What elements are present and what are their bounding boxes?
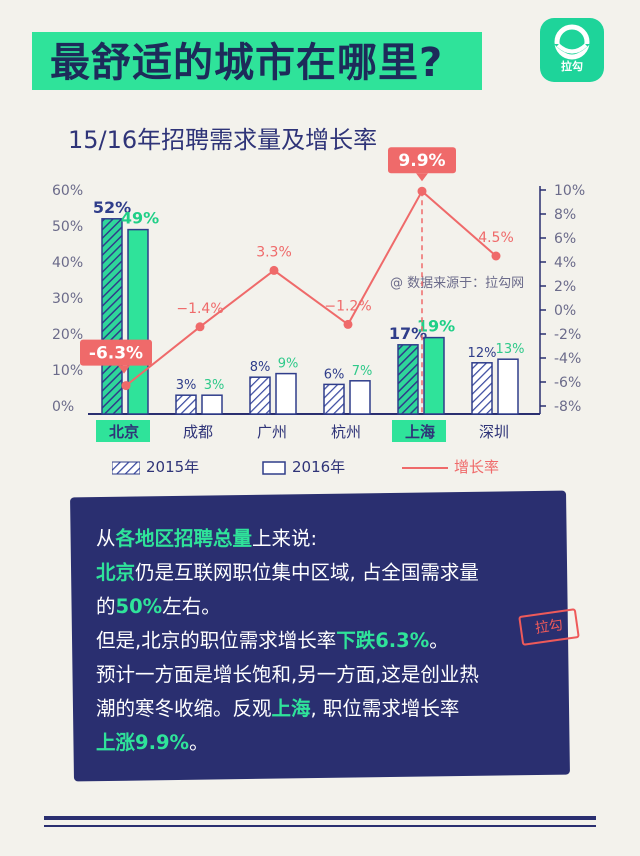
logo-icon xyxy=(554,24,590,60)
growth-point xyxy=(343,319,353,329)
bar-2016 xyxy=(127,228,149,415)
category-label: 杭州 xyxy=(331,423,361,441)
category-label: 成都 xyxy=(183,423,213,441)
legend-growth: 增长率 xyxy=(402,456,499,477)
legend-swatch-2015 xyxy=(112,461,140,474)
growth-label: 3.3% xyxy=(256,244,292,260)
bar-2016 xyxy=(497,358,519,415)
legend-swatch-2016 xyxy=(262,460,286,475)
source-note: @ 数据来源于：拉勾网 xyxy=(390,276,525,291)
bar-label-2015: 52% xyxy=(93,198,131,217)
bar-label-2015: 8% xyxy=(250,360,271,375)
bar-label-2016: 13% xyxy=(496,342,525,357)
bar-2015 xyxy=(397,344,419,415)
category-label: 广州 xyxy=(257,423,287,441)
bar-2016 xyxy=(201,394,223,415)
legend-label-2016: 2016年 xyxy=(292,458,346,476)
bar-label-2015: 6% xyxy=(324,367,345,382)
category-label: 深圳 xyxy=(479,423,509,441)
category-highlight xyxy=(392,420,446,442)
bar-label-2016: 9% xyxy=(278,357,299,372)
bar-label-2015: 17% xyxy=(389,324,427,343)
logo-text: 拉勾 xyxy=(561,60,583,73)
growth-label: 9.9% xyxy=(398,151,445,171)
bar-label-2015: 12% xyxy=(468,346,497,361)
growth-label: 4.5% xyxy=(478,230,514,246)
summary-line-6: 潮的寒冬收缩。反观上海, 职位需求增长率 xyxy=(96,697,460,720)
growth-polyline xyxy=(125,189,497,387)
growth-point xyxy=(121,381,131,391)
growth-point xyxy=(269,265,279,275)
left-tick-label: 20% xyxy=(52,327,83,343)
bar-2015 xyxy=(323,383,345,415)
growth-point xyxy=(491,251,501,261)
category-highlight xyxy=(96,420,150,442)
growth-line: -6.3% −1.4% 3.3% −1.2% 9.9% 4.5% xyxy=(80,147,514,414)
right-tick-label: -6% xyxy=(554,375,581,391)
legend-2015: 2015年 xyxy=(112,456,199,477)
bar-label-2016: 49% xyxy=(121,209,159,228)
bar-label-2016: 19% xyxy=(417,317,455,336)
bar-2015 xyxy=(471,362,493,415)
peak-callout xyxy=(388,147,456,174)
growth-label: −1.4% xyxy=(176,301,223,317)
right-tick-label: 6% xyxy=(554,231,576,247)
summary-line-2: 北京仍是互联网职位集中区域, 占全国需求量 xyxy=(96,561,479,584)
legend-swatch-growth xyxy=(402,466,448,469)
bar-label-2015: 3% xyxy=(176,378,197,393)
left-tick-label: 0% xyxy=(52,399,74,415)
peak-callout-pointer xyxy=(416,173,428,182)
footer-rule xyxy=(44,816,596,820)
legend-2016: 2016年 xyxy=(262,456,345,477)
bar-2016 xyxy=(275,372,297,415)
page-title: 最舒适的城市在哪里? xyxy=(50,40,444,86)
left-axis: 0% 10% 20% 30% 40% 50% 60% xyxy=(52,183,83,415)
bar-2015 xyxy=(175,394,197,415)
chart-title: 15/16年招聘需求量及增长率 xyxy=(68,126,378,154)
category-label: 上海 xyxy=(405,423,435,441)
right-tick-label: -8% xyxy=(554,399,581,415)
left-tick-label: 10% xyxy=(52,363,83,379)
legend-label-growth: 增长率 xyxy=(454,458,500,476)
bars: 52%49% 3% 3% 8% 9% 6% 7% 17%19% 12% 13% xyxy=(93,198,525,415)
footer-rule-thin xyxy=(44,825,596,827)
summary-line-1: 从各地区招聘总量上来说: xyxy=(96,527,318,550)
growth-label: −1.2% xyxy=(324,298,371,314)
right-tick-label: 4% xyxy=(554,255,576,271)
right-tick-label: 0% xyxy=(554,303,576,319)
min-callout-pointer xyxy=(118,365,130,374)
summary-text: 从各地区招聘总量上来说: 北京仍是互联网职位集中区域, 占全国需求量 的50%左… xyxy=(96,522,566,760)
x-axis-labels: 北京 成都 广州 杭州 上海 深圳 xyxy=(96,420,509,442)
right-tick-label: 8% xyxy=(554,207,576,223)
summary-line-3: 的50%左右。 xyxy=(96,595,221,618)
right-tick-label: 10% xyxy=(554,183,585,199)
bar-label-2016: 7% xyxy=(352,364,373,379)
left-tick-label: 30% xyxy=(52,291,83,307)
lagou-logo[interactable]: 拉勾 xyxy=(540,18,604,82)
summary-line-7: 上涨9.9%。 xyxy=(96,731,209,754)
summary-line-4: 但是,北京的职位需求增长率下跌6.3%。 xyxy=(96,629,449,652)
left-tick-label: 60% xyxy=(52,183,83,199)
right-tick-label: 2% xyxy=(554,279,576,295)
category-label: 北京 xyxy=(109,423,139,441)
bar-2015 xyxy=(101,218,123,415)
summary-line-5: 预计一方面是增长饱和,另一方面,这是创业热 xyxy=(96,663,479,686)
right-tick-label: -4% xyxy=(554,351,581,367)
bar-label-2016: 3% xyxy=(204,378,225,393)
growth-point xyxy=(417,186,427,196)
right-tick-label: -2% xyxy=(554,327,581,343)
chart: 0% 10% 20% 30% 40% 50% 60% -8% -6% -4% -2% 0% 2% 4% 6… xyxy=(52,147,585,442)
bar-2016 xyxy=(423,336,445,415)
right-axis: -8% -6% -4% -2% 0% 2% 4% 6% 8% 10% xyxy=(539,183,585,415)
growth-point xyxy=(195,322,205,332)
lagou-stamp: 拉勾 xyxy=(518,608,580,646)
growth-label: -6.3% xyxy=(89,344,143,364)
left-tick-label: 40% xyxy=(52,255,83,271)
left-tick-label: 50% xyxy=(52,219,83,235)
bar-2016 xyxy=(349,380,371,415)
bar-2015 xyxy=(249,376,271,415)
min-callout xyxy=(80,339,152,366)
legend-label-2015: 2015年 xyxy=(146,458,200,476)
title-banner xyxy=(32,32,482,90)
